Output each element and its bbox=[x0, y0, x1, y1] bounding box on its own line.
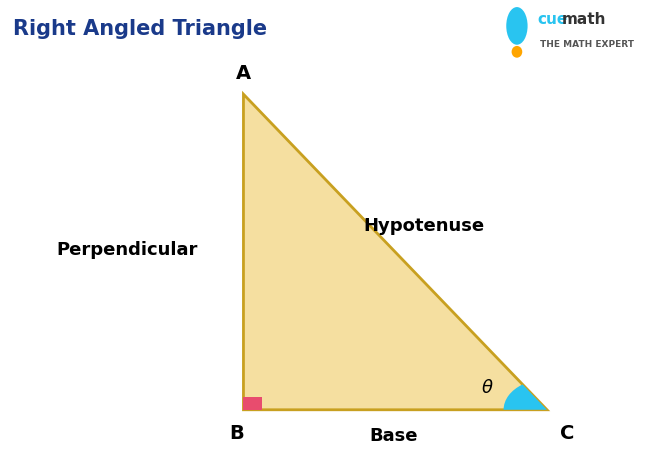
Text: A: A bbox=[236, 64, 251, 82]
Text: Base: Base bbox=[370, 427, 418, 445]
Text: math: math bbox=[562, 12, 606, 27]
Text: THE MATH EXPERT: THE MATH EXPERT bbox=[540, 40, 634, 49]
Text: Perpendicular: Perpendicular bbox=[56, 241, 197, 259]
Text: B: B bbox=[229, 424, 244, 443]
Ellipse shape bbox=[512, 46, 522, 58]
Text: C: C bbox=[560, 424, 574, 443]
Text: cue: cue bbox=[537, 12, 567, 27]
Ellipse shape bbox=[506, 7, 528, 45]
Polygon shape bbox=[243, 94, 547, 410]
Text: θ: θ bbox=[482, 379, 493, 397]
Text: Right Angled Triangle: Right Angled Triangle bbox=[13, 19, 267, 39]
Bar bbox=[243, 397, 262, 410]
Wedge shape bbox=[504, 384, 547, 410]
Text: Hypotenuse: Hypotenuse bbox=[363, 217, 484, 235]
